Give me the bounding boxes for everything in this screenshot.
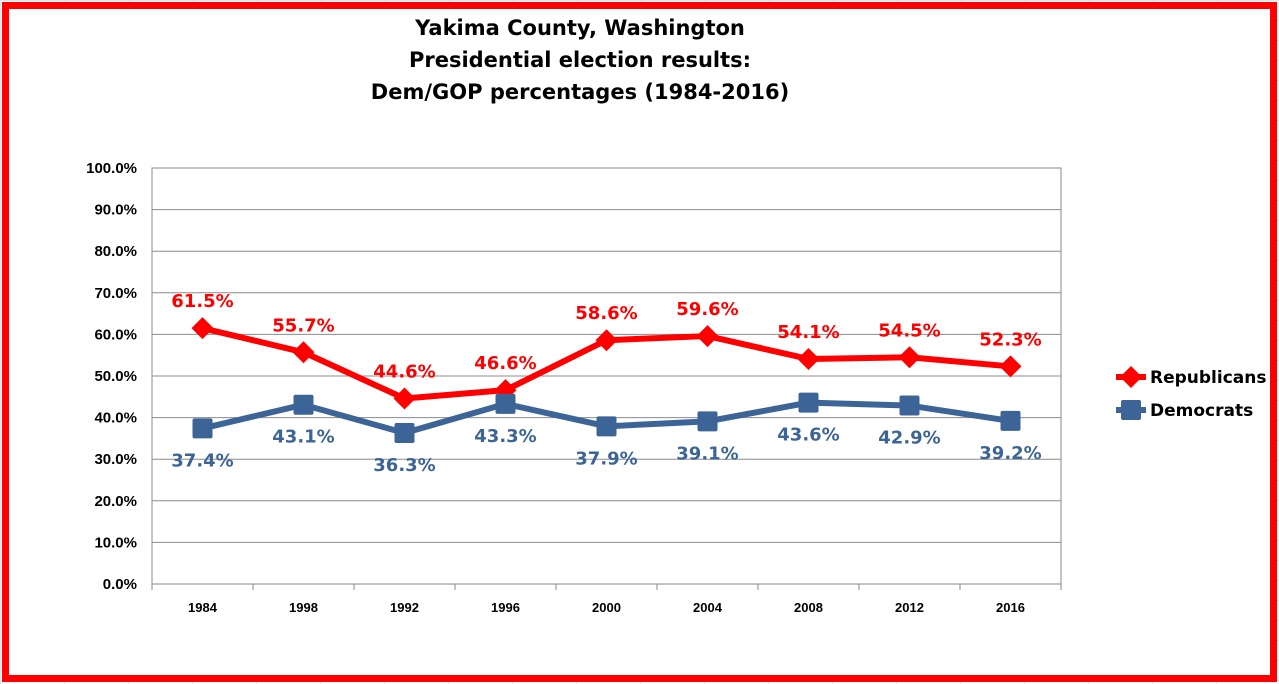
republicans-point <box>595 329 618 352</box>
legend-marker <box>1121 400 1141 420</box>
democrats-point <box>192 418 213 439</box>
democrats-point <box>495 393 516 414</box>
x-tick-label: 1984 <box>188 600 218 615</box>
republicans-data-label: 54.5% <box>878 320 940 341</box>
republicans-point <box>898 346 921 369</box>
y-tick-label: 70.0% <box>94 285 137 302</box>
series-republicans: 61.5% 55.7% 44.6% 46.6% 58.6% 59.6% 54.1% 54.5%… <box>171 291 1042 410</box>
x-tick-label: 2012 <box>895 600 924 615</box>
republicans-data-label: 52.3% <box>979 329 1041 350</box>
x-tick-label: 1996 <box>491 600 520 615</box>
y-axis: 0.0% 10.0% 20.0% 30.0% 40.0% 50.0% 60.0% 70.0% 8… <box>86 160 137 593</box>
y-tick-label: 20.0% <box>94 493 137 510</box>
republicans-data-label: 59.6% <box>676 299 738 320</box>
democrats-data-label: 36.3% <box>373 455 435 476</box>
republicans-point <box>292 341 315 364</box>
legend-label: Republicans <box>1150 368 1267 388</box>
democrats-data-label: 39.2% <box>979 443 1041 464</box>
y-tick-label: 100.0% <box>86 160 137 177</box>
republicans-point <box>191 317 214 340</box>
republicans-point <box>999 355 1022 378</box>
democrats-data-label: 37.9% <box>575 448 637 469</box>
democrats-point <box>899 395 920 416</box>
republicans-point <box>393 387 416 410</box>
x-tick-label: 2004 <box>693 600 723 615</box>
y-tick-label: 30.0% <box>94 451 137 468</box>
chart-title-line-2: Presidential election results: <box>408 48 752 72</box>
chart-title-line-1: Yakima County, Washington <box>415 16 745 40</box>
x-tick-label: 2000 <box>592 600 621 615</box>
legend-item-democrats: Democrats <box>1116 400 1253 421</box>
republicans-data-label: 55.7% <box>272 315 334 336</box>
republicans-data-label: 44.6% <box>373 361 435 382</box>
chart-title-line-3: Dem/GOP percentages (1984-2016) <box>370 80 790 104</box>
y-tick-label: 10.0% <box>94 534 137 551</box>
series-democrats: 37.4% 43.1% 36.3% 43.3% 37.9% 39.1% 43.6% 42.9%… <box>171 392 1042 476</box>
series-layer: 61.5% 55.7% 44.6% 46.6% 58.6% 59.6% 54.1% 54.5%… <box>171 291 1041 476</box>
legend-label: Democrats <box>1150 401 1253 421</box>
legend-item-republicans: Republicans <box>1116 366 1267 388</box>
democrats-point <box>1000 410 1021 431</box>
republicans-point <box>797 347 820 370</box>
republicans-data-label: 54.1% <box>777 322 839 343</box>
democrats-data-label: 43.6% <box>777 425 839 446</box>
x-tick-label: 2008 <box>794 600 823 615</box>
legend-marker <box>1120 366 1142 388</box>
democrats-point <box>596 416 617 437</box>
republicans-data-label: 46.6% <box>474 353 536 374</box>
democrats-data-label: 43.1% <box>272 427 334 448</box>
republicans-data-label: 61.5% <box>171 291 233 312</box>
democrats-point <box>798 392 819 413</box>
x-axis: 1984 1998 1992 1996 2000 2004 2008 2012 2016 <box>151 583 1062 615</box>
democrats-point <box>394 422 415 443</box>
democrats-point <box>293 394 314 415</box>
democrats-data-label: 43.3% <box>474 426 536 447</box>
republicans-data-label: 58.6% <box>575 303 637 324</box>
y-tick-label: 60.0% <box>94 326 137 343</box>
x-tick-label: 2016 <box>996 600 1025 615</box>
democrats-data-label: 42.9% <box>878 428 940 449</box>
x-tick-label: 1998 <box>289 600 318 615</box>
y-tick-label: 40.0% <box>94 410 137 427</box>
democrats-point <box>697 411 718 432</box>
x-tick-label: 1992 <box>390 600 419 615</box>
republicans-point <box>696 325 719 348</box>
democrats-data-label: 37.4% <box>171 450 233 471</box>
y-tick-label: 80.0% <box>94 243 137 260</box>
chart-title: Yakima County, Washington Presidential e… <box>230 12 930 108</box>
democrats-data-label: 39.1% <box>676 443 738 464</box>
legend: Republicans Democrats <box>1116 366 1267 421</box>
y-tick-label: 0.0% <box>103 576 137 593</box>
y-tick-label: 50.0% <box>94 368 137 385</box>
y-tick-label: 90.0% <box>94 202 137 219</box>
